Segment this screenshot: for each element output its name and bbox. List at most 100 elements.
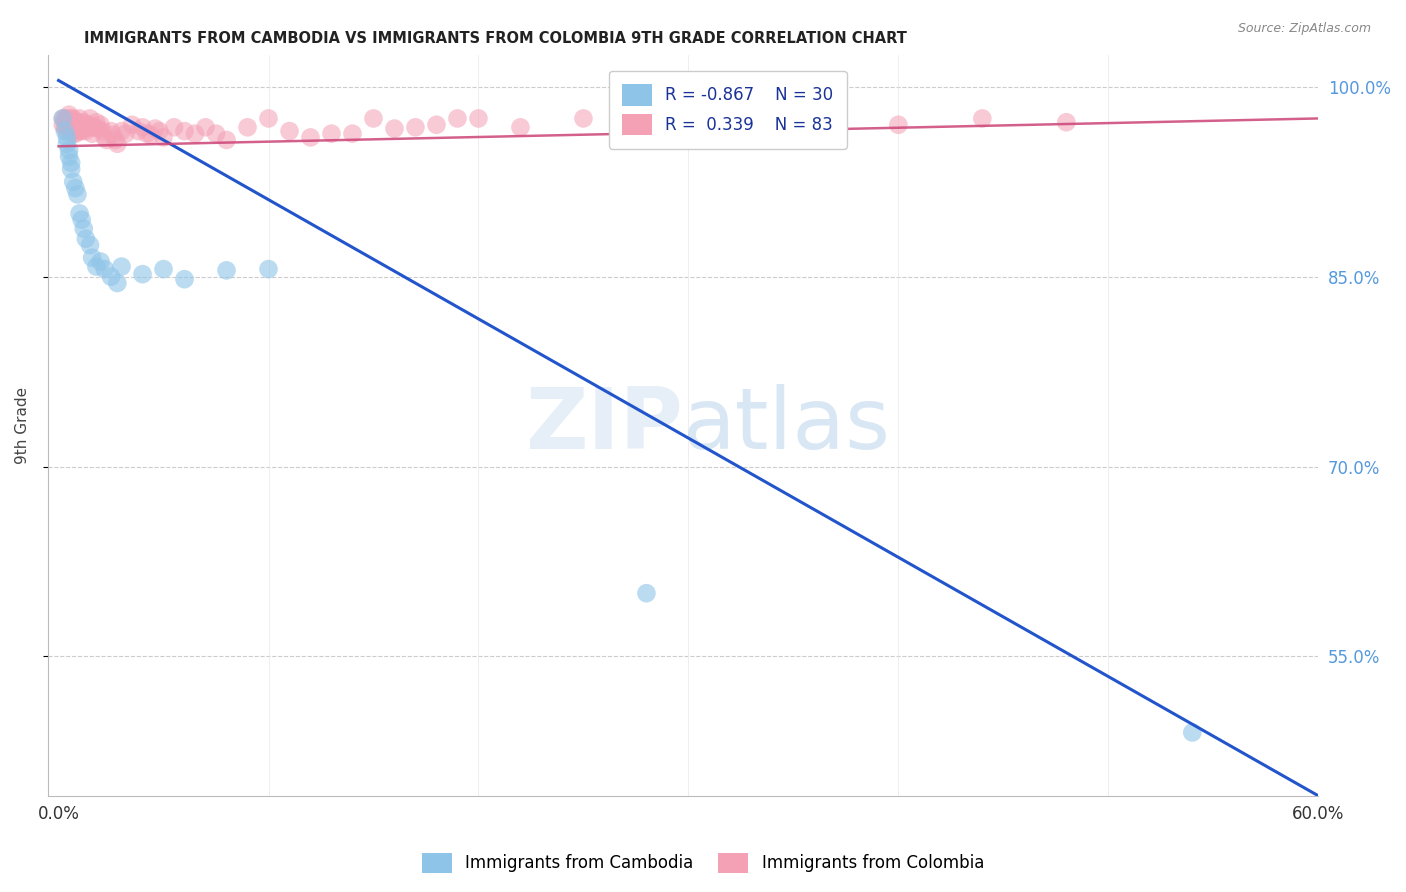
Point: [509, 120, 531, 135]
Point: [70, 212, 93, 227]
Point: [69, 112, 91, 126]
Y-axis label: 9th Grade: 9th Grade: [15, 387, 30, 464]
Point: [405, 120, 427, 135]
Legend: Immigrants from Cambodia, Immigrants from Colombia: Immigrants from Cambodia, Immigrants fro…: [415, 847, 991, 880]
Point: [163, 120, 186, 135]
Point: [972, 112, 994, 126]
Text: ZIP: ZIP: [526, 384, 683, 467]
Point: [65, 120, 87, 135]
Point: [257, 112, 280, 126]
Point: [131, 120, 153, 135]
Point: [56, 136, 79, 151]
Point: [467, 112, 489, 126]
Point: [82, 127, 104, 141]
Point: [135, 127, 157, 141]
Point: [62, 112, 84, 126]
Point: [52, 112, 75, 126]
Point: [70, 124, 93, 138]
Point: [65, 181, 87, 195]
Point: [77, 120, 100, 135]
Point: [803, 112, 825, 126]
Point: [257, 262, 280, 277]
Point: [69, 124, 91, 138]
Point: [56, 124, 79, 138]
Text: Source: ZipAtlas.com: Source: ZipAtlas.com: [1237, 22, 1371, 36]
Point: [90, 254, 112, 268]
Point: [56, 112, 79, 126]
Point: [66, 115, 89, 129]
Point: [139, 128, 162, 142]
Point: [446, 112, 468, 126]
Point: [173, 272, 195, 286]
Point: [101, 128, 124, 142]
Point: [70, 118, 93, 132]
Point: [82, 251, 104, 265]
Point: [278, 124, 301, 138]
Point: [62, 127, 84, 141]
Point: [82, 120, 104, 135]
Point: [121, 118, 143, 132]
Point: [110, 124, 132, 138]
Point: [363, 112, 385, 126]
Point: [73, 115, 96, 129]
Point: [236, 120, 259, 135]
Point: [75, 232, 97, 246]
Point: [62, 120, 84, 135]
Point: [52, 112, 75, 126]
Point: [73, 121, 96, 136]
Point: [148, 124, 170, 138]
Point: [100, 124, 122, 138]
Point: [79, 112, 101, 126]
Point: [104, 133, 127, 147]
Point: [75, 118, 97, 132]
Point: [887, 118, 910, 132]
Point: [105, 136, 128, 151]
Point: [60, 162, 83, 177]
Point: [384, 121, 406, 136]
Point: [152, 130, 174, 145]
Point: [127, 124, 149, 138]
Point: [69, 118, 91, 132]
Point: [60, 118, 83, 132]
Point: [79, 238, 101, 252]
Point: [69, 206, 91, 220]
Point: [62, 175, 84, 189]
Text: atlas: atlas: [683, 384, 891, 467]
Point: [718, 120, 741, 135]
Point: [215, 133, 238, 147]
Point: [52, 118, 75, 132]
Point: [62, 118, 84, 132]
Point: [56, 130, 79, 145]
Point: [105, 276, 128, 290]
Point: [73, 221, 96, 235]
Point: [86, 115, 108, 129]
Point: [66, 187, 89, 202]
Point: [66, 120, 89, 135]
Point: [83, 120, 105, 135]
Point: [1181, 725, 1204, 739]
Point: [58, 149, 80, 163]
Point: [1054, 115, 1077, 129]
Point: [56, 118, 79, 132]
Point: [425, 118, 447, 132]
Point: [60, 112, 83, 126]
Point: [86, 260, 108, 274]
Text: IMMIGRANTS FROM CAMBODIA VS IMMIGRANTS FROM COLOMBIA 9TH GRADE CORRELATION CHART: IMMIGRANTS FROM CAMBODIA VS IMMIGRANTS F…: [84, 31, 907, 46]
Point: [152, 262, 174, 277]
Point: [572, 112, 595, 126]
Point: [636, 118, 658, 132]
Point: [321, 127, 343, 141]
Point: [91, 124, 114, 138]
Point: [58, 115, 80, 129]
Point: [58, 108, 80, 122]
Point: [636, 586, 658, 600]
Point: [93, 130, 115, 145]
Point: [131, 267, 153, 281]
Point: [299, 130, 322, 145]
Point: [65, 115, 87, 129]
Point: [143, 121, 166, 136]
Point: [194, 120, 217, 135]
Point: [114, 127, 136, 141]
Point: [96, 133, 118, 147]
Point: [90, 118, 112, 132]
